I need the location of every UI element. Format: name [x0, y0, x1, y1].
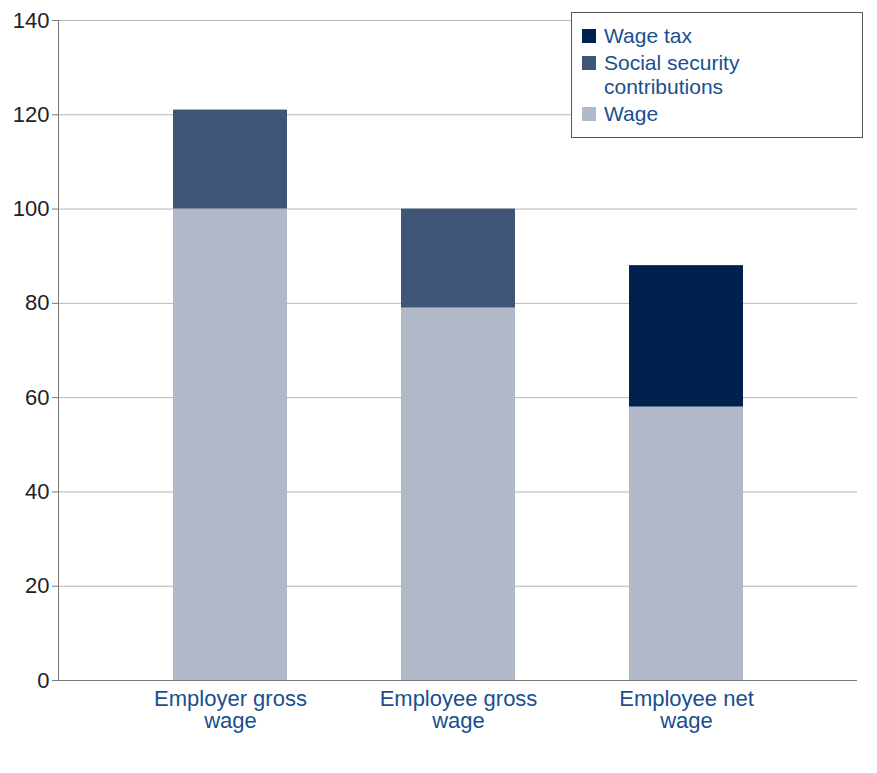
svg-text:120: 120 — [13, 102, 50, 127]
html-text:Social security contributions: Social security contributions — [604, 51, 740, 98]
svg-text:140: 140 — [13, 8, 50, 33]
html-text:Wage: Wage — [604, 102, 659, 125]
svg-text:Employee grosswage: Employee grosswage — [380, 686, 538, 733]
svg-text:Employee netwage: Employee netwage — [619, 686, 754, 733]
svg-text:0: 0 — [37, 668, 49, 693]
svg-text:40: 40 — [25, 479, 49, 504]
svg-text:Employer grosswage: Employer grosswage — [154, 686, 307, 733]
svg-text:100: 100 — [13, 196, 50, 221]
svg-text:20: 20 — [25, 573, 49, 598]
svg-text:80: 80 — [25, 290, 49, 315]
html-text:Wage tax: Wage tax — [604, 24, 692, 47]
svg-text:60: 60 — [25, 385, 49, 410]
